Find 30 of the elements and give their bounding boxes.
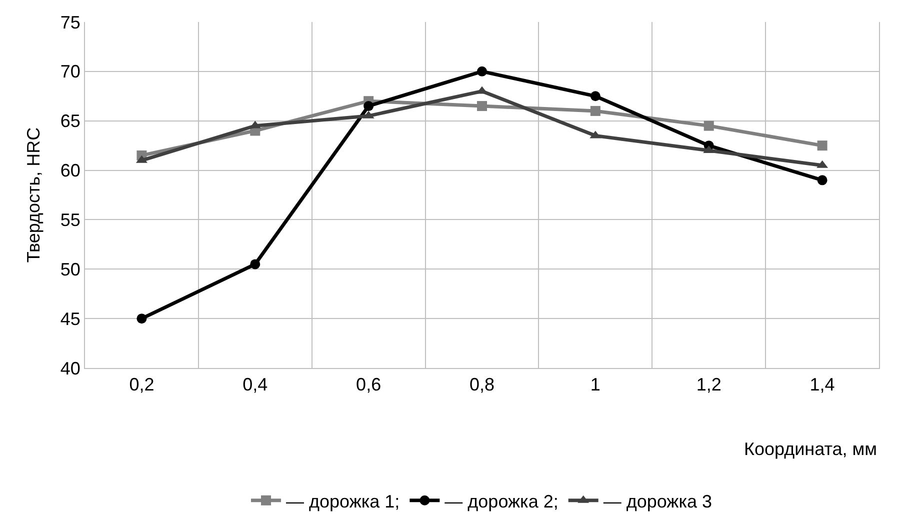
y-tick-label: 55 [60,210,80,230]
point [817,140,828,151]
point [477,66,487,76]
point [704,120,714,131]
y-tick-label: 65 [60,111,80,132]
point [136,314,147,324]
point [590,106,600,116]
point [590,91,600,102]
y-axis-title: Твердость, HRC [24,127,44,263]
y-tick-label: 50 [60,259,80,280]
x-tick-label: 1,4 [810,374,835,395]
x-tick-label: 0,8 [469,374,495,395]
legend-label: — дорожка 2; [444,491,558,512]
x-axis-title: Координата, мм [744,439,878,459]
y-tick-label: 45 [60,308,80,329]
y-tick-label: 70 [60,62,80,82]
y-tick-label: 60 [60,160,80,181]
y-tick-label: 40 [60,358,80,378]
x-tick-label: 0,4 [242,374,268,395]
x-tick-label: 1,2 [696,374,722,395]
y-tick-label: 75 [60,12,80,32]
point [817,175,828,186]
legend-label: — дорожка 3 [603,491,712,512]
legend-label: — дорожка 1; [286,491,400,512]
point [250,259,260,270]
x-tick-label: 0,6 [356,374,382,395]
point [477,101,487,112]
x-tick-label: 1 [590,374,600,395]
point [364,101,374,112]
x-tick-label: 0,2 [129,374,154,395]
